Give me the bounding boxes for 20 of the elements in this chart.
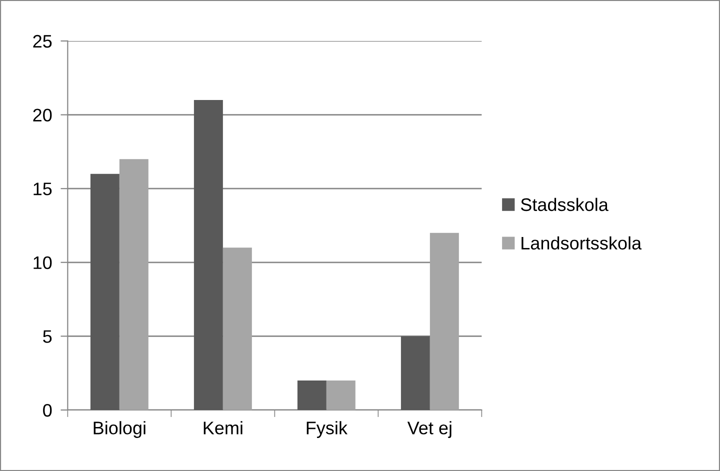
- y-tick-label: 20: [33, 108, 52, 122]
- bar: [222, 248, 252, 410]
- y-tick-label: 0: [43, 404, 52, 417]
- y-tick-label: 15: [34, 182, 52, 196]
- x-tick-label: Kemi: [204, 421, 242, 434]
- bar: [430, 232, 459, 410]
- bar: [90, 174, 120, 410]
- x-tick-label: Fysik: [306, 421, 348, 438]
- y-tick-label: 5: [43, 330, 52, 343]
- bar: [119, 159, 148, 410]
- bar: [297, 380, 326, 410]
- bar: [194, 100, 223, 410]
- x-tick-label: Biologi: [94, 421, 146, 438]
- bar: [326, 380, 356, 410]
- y-tick-label: 25: [33, 34, 52, 48]
- legend-label: Stadsskola: [520, 198, 608, 212]
- legend-label: Landsortsskola: [522, 236, 642, 250]
- bar: [400, 336, 430, 410]
- x-tick-label: Vet ej: [407, 421, 452, 438]
- y-tick-label: 10: [34, 256, 52, 270]
